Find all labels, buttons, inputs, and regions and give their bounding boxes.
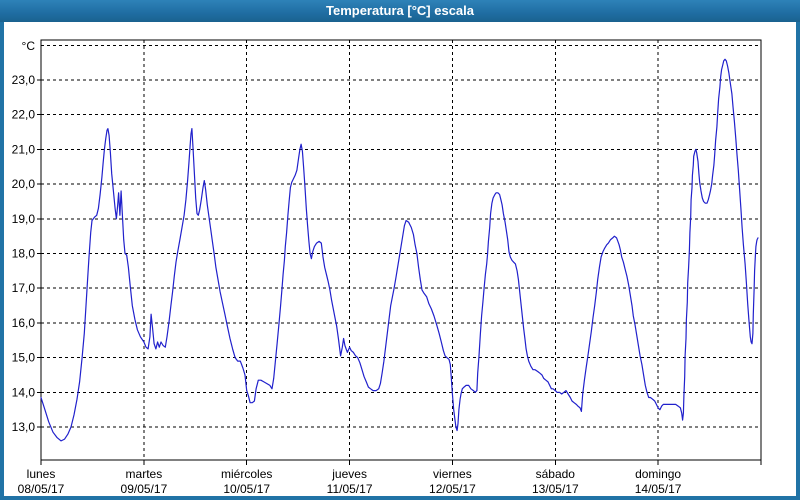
x-date-label: 11/05/17 <box>327 482 373 496</box>
window-border-left <box>0 22 4 500</box>
y-tick-label: 16,0 <box>12 316 36 330</box>
y-tick-label: 15,0 <box>12 351 36 365</box>
x-day-label: lunes <box>27 467 56 481</box>
x-date-label: 12/05/17 <box>429 482 476 496</box>
x-day-label: viernes <box>433 467 472 481</box>
window-title: Temperatura [°C] escala <box>325 3 474 18</box>
y-tick-label: 20,0 <box>12 177 36 191</box>
y-tick-label: 18,0 <box>12 247 36 261</box>
y-axis-unit-label: °C <box>22 39 36 53</box>
y-tick-label: 17,0 <box>12 281 36 295</box>
x-day-label: martes <box>126 467 163 481</box>
x-day-label: miércoles <box>221 467 272 481</box>
x-date-label: 10/05/17 <box>223 482 270 496</box>
y-tick-label: 13,0 <box>12 420 36 434</box>
temperature-curve <box>40 58 759 442</box>
x-day-label: jueves <box>331 467 367 481</box>
window-titlebar: Temperatura [°C] escala <box>0 0 800 22</box>
y-tick-label: 21,0 <box>12 142 36 156</box>
x-day-label: domingo <box>635 467 681 481</box>
x-date-label: 08/05/17 <box>18 482 65 496</box>
x-date-label: 14/05/17 <box>635 482 682 496</box>
x-day-label: sábado <box>536 467 576 481</box>
y-tick-label: 23,0 <box>12 73 36 87</box>
window-border-right <box>796 22 800 500</box>
window-border-bottom <box>0 496 800 500</box>
y-tick-label: 19,0 <box>12 212 36 226</box>
x-date-label: 09/05/17 <box>121 482 168 496</box>
plot-border <box>40 39 762 461</box>
y-tick-label: 14,0 <box>12 385 36 399</box>
x-date-label: 13/05/17 <box>532 482 579 496</box>
y-tick-label: 22,0 <box>12 108 36 122</box>
